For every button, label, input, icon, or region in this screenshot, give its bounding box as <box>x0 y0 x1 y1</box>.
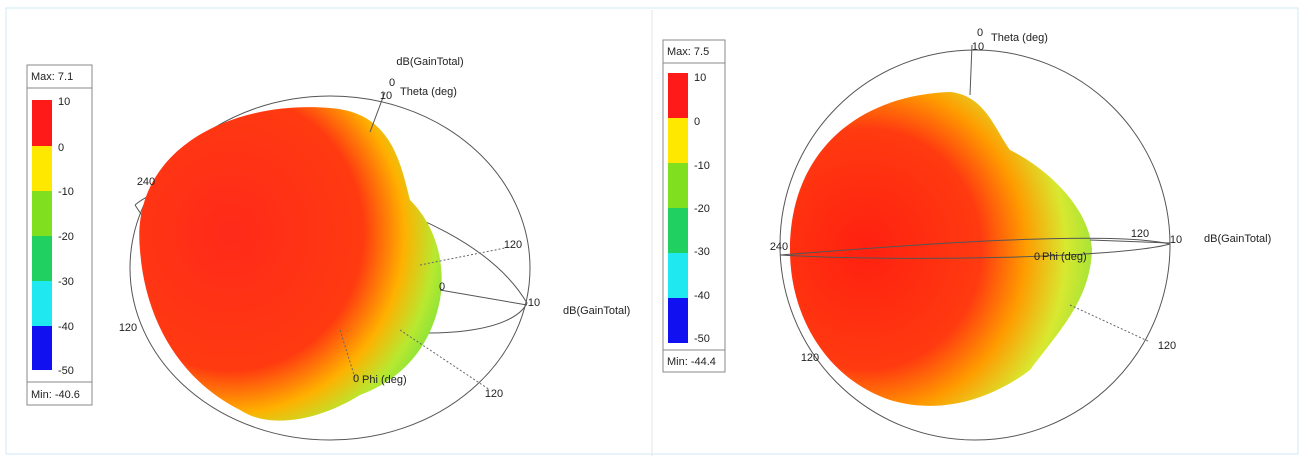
gain-axis <box>1089 239 1171 244</box>
legend-label: -20 <box>694 203 710 215</box>
axis-circle <box>129 95 531 441</box>
tick-label: 0 <box>1034 251 1040 263</box>
gain-axis <box>439 289 528 306</box>
tick-label: 0 <box>439 281 445 293</box>
legend-label: -50 <box>58 365 74 377</box>
legend-label: -50 <box>694 333 710 345</box>
legend-label: -10 <box>58 186 74 198</box>
legend-label: 0 <box>694 116 700 128</box>
phi-line <box>339 329 356 379</box>
legend-label: -40 <box>58 321 74 333</box>
tick-label: 120 <box>485 388 503 400</box>
tick-label: 10 <box>1170 234 1182 246</box>
color-step <box>668 163 688 208</box>
tick-label: 0 <box>353 373 359 385</box>
axis-label: dB(GainTotal) <box>1204 233 1271 245</box>
legend-label: 10 <box>694 72 706 84</box>
axis-label: Theta (deg) <box>991 32 1048 44</box>
axis-label: Phi (deg) <box>362 374 407 386</box>
tick-label: 120 <box>801 352 819 364</box>
right-legend: Max: 7.5 10 0 -10 -20 -30 -40 -50 Min: -… <box>662 39 726 373</box>
theta-axis <box>969 44 973 96</box>
axis-label: dB(GainTotal) <box>396 56 463 68</box>
tick-label: 120 <box>119 322 137 334</box>
legend-min: Min: -40.6 <box>31 389 80 401</box>
right-plot: 0 10 Theta (deg) 240 120 10 dB(GainTotal… <box>770 27 1271 441</box>
tick-label: 120 <box>504 239 522 251</box>
legend-max: Max: 7.1 <box>31 71 73 83</box>
color-step <box>32 236 52 281</box>
color-step <box>32 326 52 370</box>
axis-label: Phi (deg) <box>1042 251 1087 263</box>
tick-label: 10 <box>528 297 540 309</box>
axis-label: Theta (deg) <box>400 86 457 98</box>
color-step <box>32 281 52 326</box>
phi-line <box>1069 304 1151 343</box>
gain-pattern <box>790 92 1092 406</box>
left-legend: Max: 7.1 10 0 -10 -20 -30 -40 -50 Min: -… <box>26 64 93 406</box>
legend-min: Min: -44.4 <box>667 356 716 368</box>
legend-label: 10 <box>58 96 70 108</box>
legend-label: -20 <box>58 231 74 243</box>
gain-pattern <box>139 107 442 421</box>
legend-label: -30 <box>694 246 710 258</box>
legend-label: -40 <box>694 290 710 302</box>
tick-label: 240 <box>137 176 155 188</box>
legend-label: -10 <box>694 160 710 172</box>
tick-label: 0 <box>977 27 983 39</box>
axis-circle <box>779 49 1171 441</box>
color-step <box>32 191 52 236</box>
tick-label: 10 <box>380 90 392 102</box>
axis-label: dB(GainTotal) <box>563 305 630 317</box>
tick-label: 120 <box>1158 340 1176 352</box>
legend-label: -30 <box>58 276 74 288</box>
tick-label: 10 <box>972 41 984 53</box>
color-step <box>668 208 688 253</box>
theta-axis <box>369 91 386 133</box>
tick-label: 0 <box>389 77 395 89</box>
phi-line <box>419 247 506 266</box>
legend-label: 0 <box>58 142 64 154</box>
color-step <box>668 253 688 298</box>
color-step <box>668 73 688 118</box>
color-step <box>32 100 52 146</box>
color-step <box>32 146 52 191</box>
color-step <box>668 298 688 343</box>
tick-label: 240 <box>770 241 788 253</box>
left-plot: dB(GainTotal) 0 10 Theta (deg) 240 120 1… <box>119 56 630 441</box>
legend-max: Max: 7.5 <box>667 46 709 58</box>
color-step <box>668 118 688 163</box>
axis-ellipse <box>779 237 1171 259</box>
tick-label: 120 <box>1131 228 1149 240</box>
